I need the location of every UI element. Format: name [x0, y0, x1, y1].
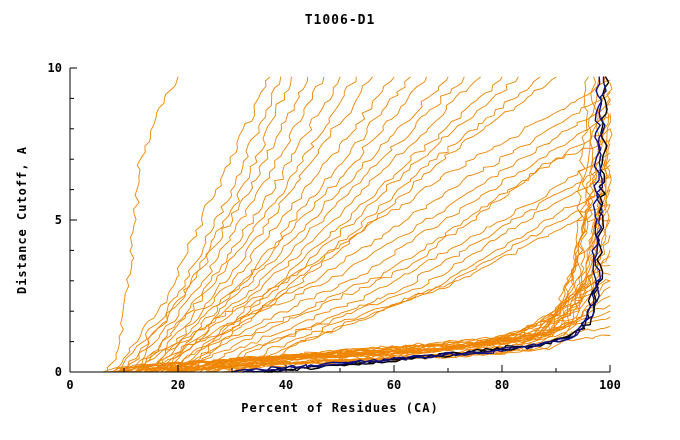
- model-curve-orange: [182, 76, 541, 373]
- model-curve-orange: [226, 189, 611, 373]
- model-curve-orange: [188, 76, 557, 373]
- model-curve-orange: [123, 76, 292, 373]
- model-curve-orange: [247, 218, 611, 373]
- chart-title: T1006-D1: [305, 13, 376, 28]
- model-curve-orange: [172, 128, 611, 373]
- y-tick-label: 10: [48, 61, 62, 75]
- model-curve-orange: [134, 76, 357, 373]
- x-tick-label: 80: [495, 378, 509, 392]
- model-curve-orange: [139, 91, 611, 373]
- x-tick-label: 100: [599, 378, 621, 392]
- model-curve-orange: [161, 116, 611, 373]
- model-curve-orange: [199, 256, 611, 373]
- x-tick-label: 0: [66, 378, 73, 392]
- model-curve-orange: [145, 76, 395, 373]
- y-tick-label: 5: [55, 213, 62, 227]
- model-curve-orange: [209, 262, 611, 373]
- model-curve-orange: [172, 76, 503, 373]
- y-axis-label: Distance Cutoff, A: [15, 146, 29, 294]
- model-curve-orange: [128, 79, 611, 373]
- axes: 0 20 40 60 80 100 0 5 10: [48, 61, 621, 392]
- model-curve-orange: [128, 76, 325, 373]
- model-curve-black: [263, 76, 610, 373]
- model-curve-orange: [112, 76, 271, 373]
- model-curve-navy: [231, 76, 603, 373]
- model-curve-orange: [182, 140, 611, 373]
- model-curve-orange: [134, 76, 341, 373]
- model-curve-orange: [118, 76, 282, 373]
- y-tick-label: 0: [55, 365, 62, 379]
- model-curve-orange: [220, 272, 611, 373]
- model-curve-orange: [139, 76, 373, 373]
- model-curve-orange: [155, 76, 449, 373]
- x-tick-label: 40: [279, 378, 293, 392]
- model-curve-orange: [150, 158, 611, 373]
- model-curve-orange: [204, 164, 611, 373]
- model-curve-orange: [161, 76, 465, 373]
- model-curve-navy: [242, 76, 607, 373]
- model-curve-orange: [123, 76, 309, 373]
- x-tick-label: 60: [387, 378, 401, 392]
- model-curve-orange: [193, 152, 611, 373]
- x-tick-label: 20: [171, 378, 185, 392]
- model-curve-orange: [150, 76, 427, 373]
- model-curve-orange: [150, 76, 411, 373]
- x-axis-label: Percent of Residues (CA): [241, 401, 438, 415]
- model-curve-orange: [150, 104, 611, 373]
- model-curve-orange: [166, 204, 611, 373]
- model-curve-orange: [231, 279, 611, 373]
- model-curve-orange: [215, 176, 611, 373]
- model-curve-orange: [166, 76, 481, 373]
- model-curve-orange: [106, 76, 179, 373]
- model-curve-orange: [177, 76, 519, 373]
- model-curves: [101, 76, 613, 373]
